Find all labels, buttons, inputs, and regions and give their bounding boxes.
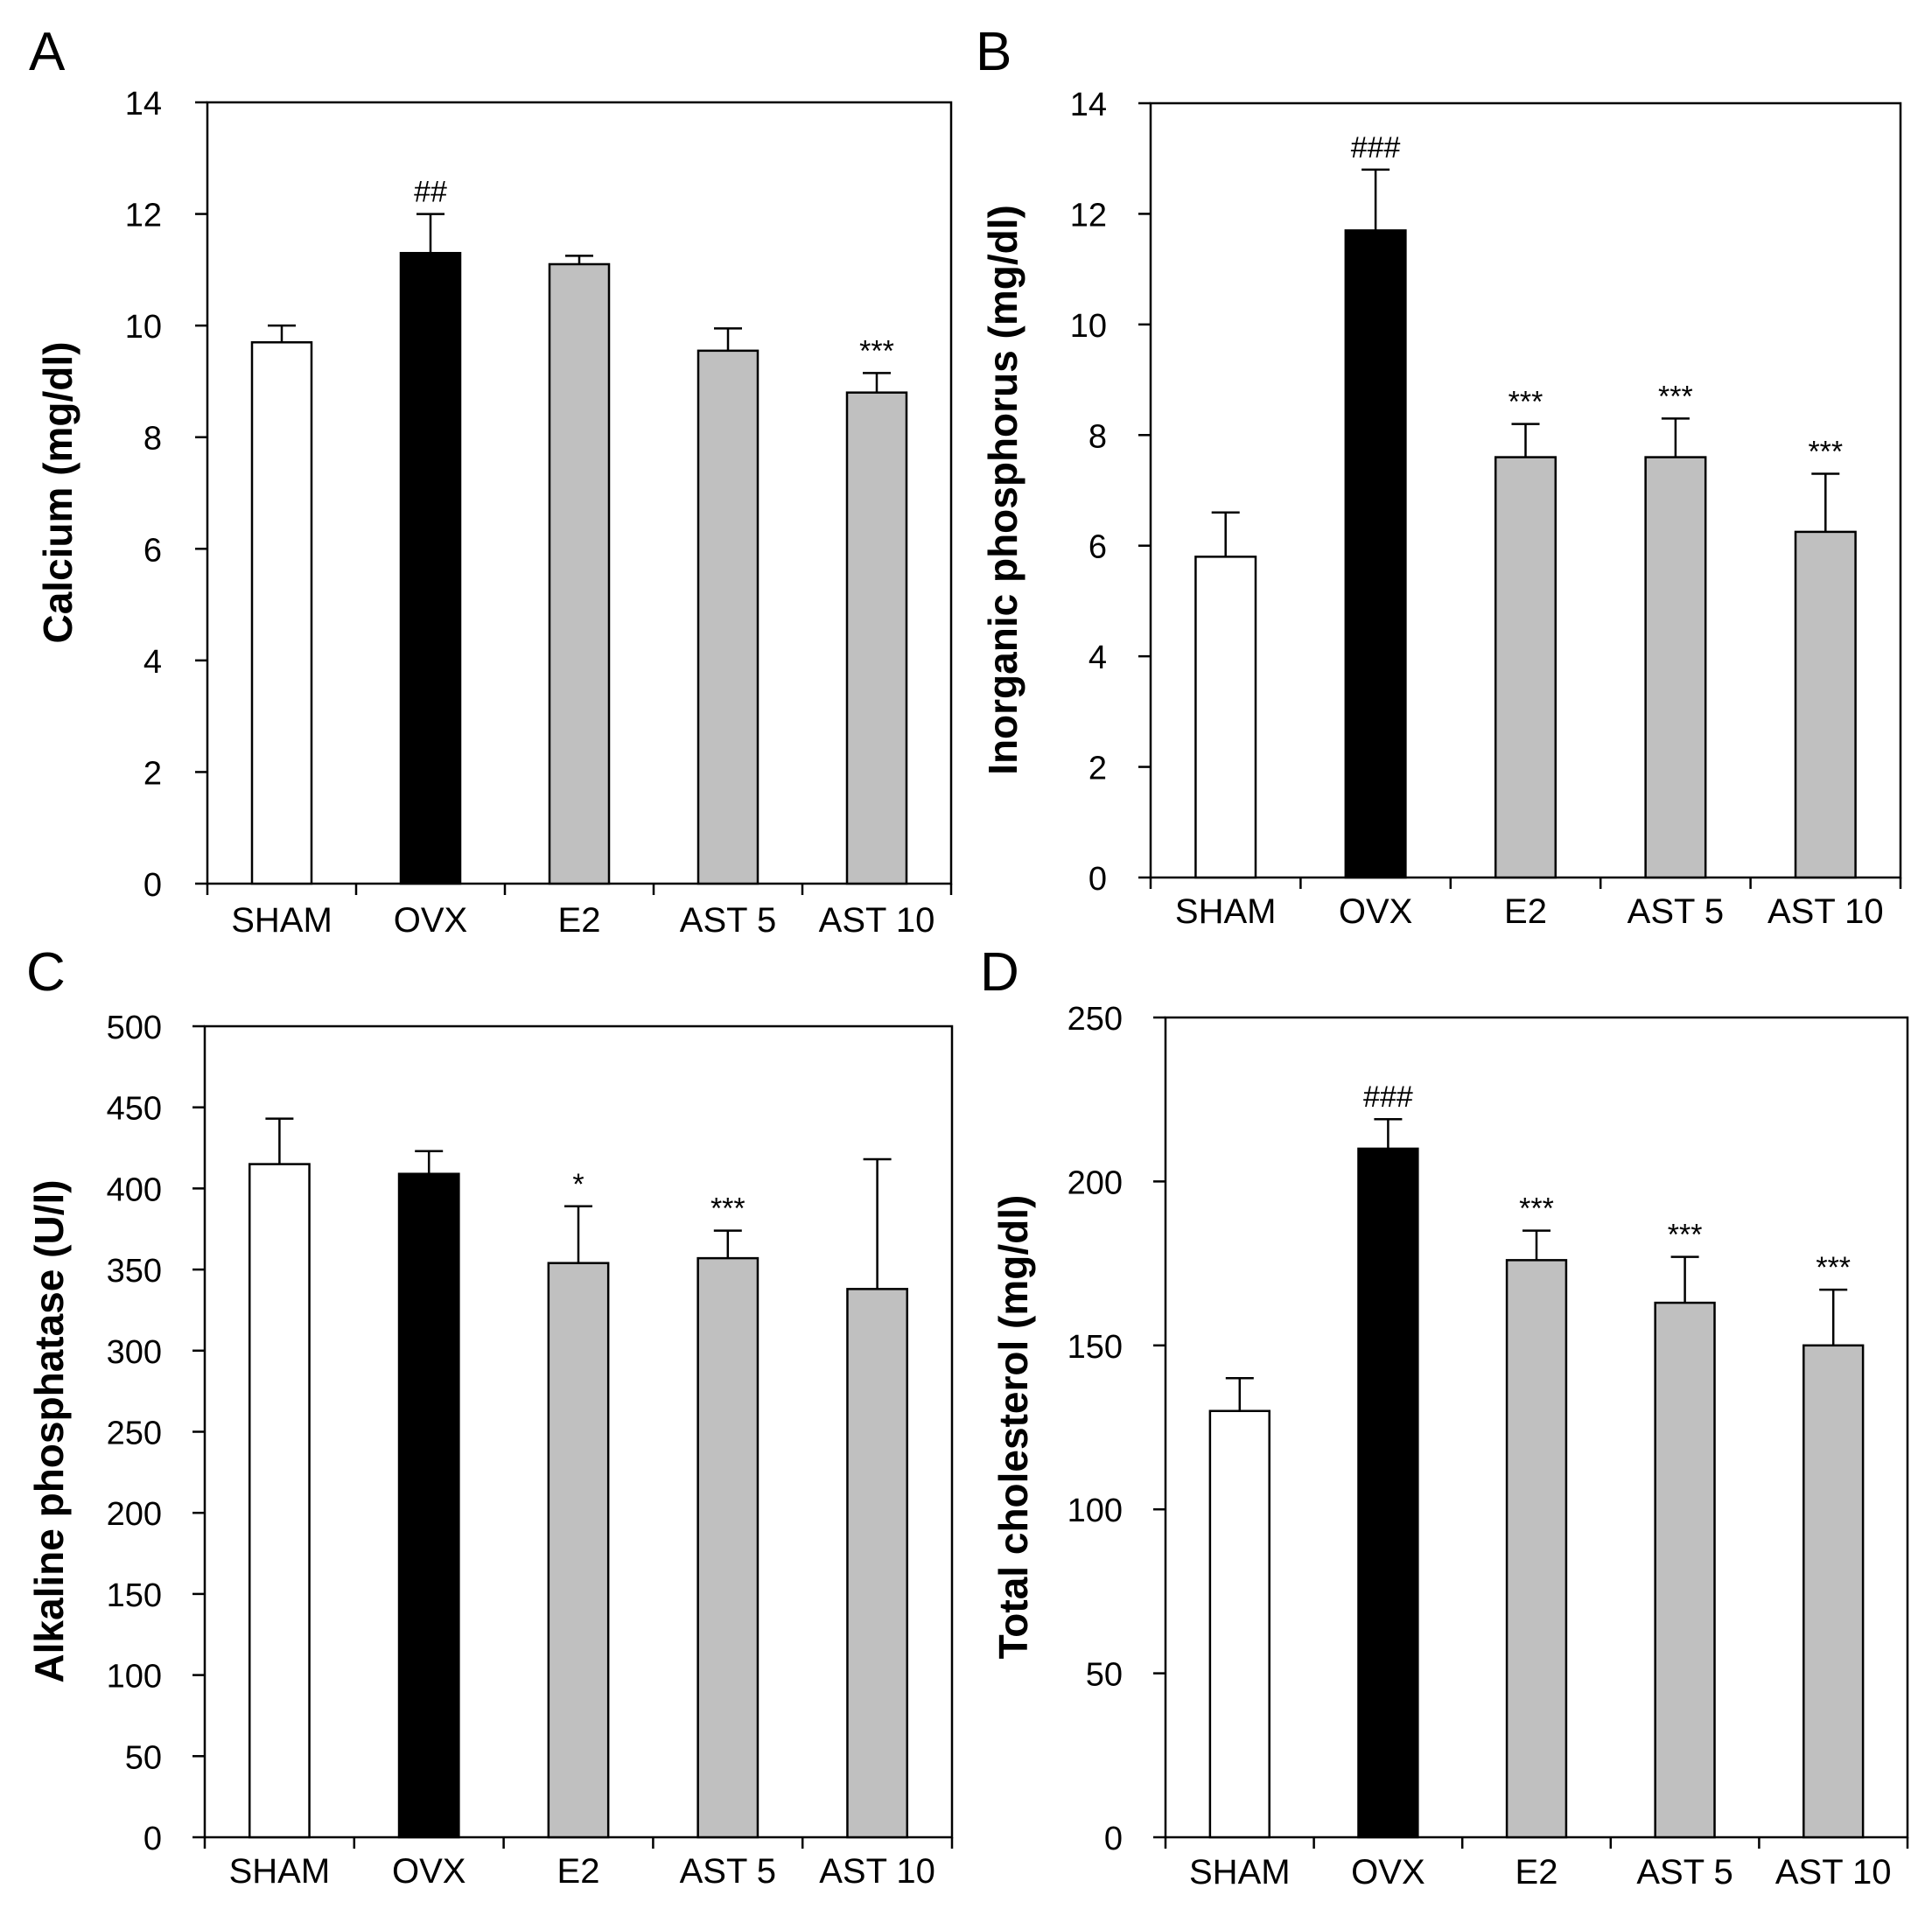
bar-e2 <box>1505 1259 1568 1839</box>
panel-d: D 0 50 100 150 200 250 Total cholesterol (mg/dl… <box>980 942 1909 1892</box>
panel-b: B 0 2 4 6 8 10 12 14 Inorganic phosphorus (mg/dl)… <box>976 22 1902 931</box>
y-tick-label: 8 <box>1088 418 1107 455</box>
significance-marker: *** <box>1658 380 1693 413</box>
y-axis-label: Calcium (mg/dl) <box>35 341 80 643</box>
y-tick-label: 50 <box>125 1739 162 1776</box>
bar-ast-10 <box>1794 530 1857 879</box>
panel-label: D <box>980 942 1019 1003</box>
y-axis-label: Inorganic phosphorus (mg/dl) <box>980 205 1026 775</box>
panel-c: C 0 50 100 150 200 250 300 350 400 450 500 Alkaline … <box>26 942 954 1891</box>
y-tick-label: 12 <box>1070 197 1107 234</box>
y-tick-label: 250 <box>107 1416 162 1452</box>
x-tick-label: AST 10 <box>1775 1853 1892 1892</box>
x-tick-label: AST 5 <box>680 901 776 940</box>
bar-sham <box>250 341 313 885</box>
x-tick-label: AST 5 <box>680 1852 776 1891</box>
bar-e2 <box>548 262 611 885</box>
significance-marker: * <box>572 1168 584 1201</box>
x-tick-label: E2 <box>1516 1853 1558 1892</box>
bar-ovx <box>1357 1147 1419 1839</box>
significance-marker: ### <box>1351 131 1401 164</box>
y-tick-label: 0 <box>1104 1821 1123 1857</box>
significance-marker: *** <box>1519 1192 1554 1226</box>
x-tick-label: SHAM <box>1175 892 1277 931</box>
y-axis-label: Alkaline phosphatase (U/l) <box>26 1179 72 1682</box>
y-tick-label: 6 <box>144 532 162 569</box>
bar-ast-10 <box>846 1288 909 1839</box>
y-tick-label: 4 <box>1088 640 1107 676</box>
y-tick-label: 100 <box>1068 1493 1123 1529</box>
y-tick-label: 10 <box>1070 308 1107 345</box>
y-tick-label: 200 <box>107 1496 162 1533</box>
y-tick-label: 4 <box>144 644 162 681</box>
x-tick-label: OVX <box>392 1852 466 1891</box>
y-tick-label: 250 <box>1068 1001 1123 1038</box>
y-axis-label: Total cholesterol (mg/dl) <box>990 1195 1036 1660</box>
bar-e2 <box>1494 456 1558 879</box>
y-tick-label: 0 <box>1088 861 1107 898</box>
y-tick-label: 6 <box>1088 529 1107 566</box>
x-tick-label: E2 <box>558 901 601 940</box>
significance-marker: ### <box>1363 1080 1413 1114</box>
x-tick-label: OVX <box>1351 1853 1424 1892</box>
x-tick-label: AST 5 <box>1636 1853 1732 1892</box>
x-tick-label: E2 <box>557 1852 600 1891</box>
y-tick-label: 14 <box>1070 87 1107 123</box>
x-tick-label: AST 10 <box>819 901 935 940</box>
significance-marker: ## <box>414 176 447 209</box>
panel-label: A <box>29 22 66 82</box>
bar-sham <box>248 1163 311 1839</box>
bar-sham <box>1208 1409 1270 1839</box>
y-tick-label: 450 <box>107 1091 162 1128</box>
x-tick-label: AST 10 <box>1768 892 1884 931</box>
x-tick-label: OVX <box>394 901 467 940</box>
significance-marker: *** <box>710 1192 746 1226</box>
panel-a: A 0 2 4 6 8 10 12 14 Calcium (mg/dl) SHAM ## OVX E2 AS… <box>29 22 953 940</box>
x-tick-label: AST 10 <box>819 1852 935 1891</box>
significance-marker: *** <box>1668 1219 1703 1252</box>
y-tick-label: 50 <box>1086 1657 1123 1694</box>
y-tick-label: 2 <box>1088 751 1107 787</box>
y-tick-label: 0 <box>144 1821 162 1857</box>
y-tick-label: 14 <box>125 86 162 122</box>
bar-e2 <box>547 1262 610 1839</box>
y-tick-label: 0 <box>144 867 162 904</box>
y-tick-label: 300 <box>107 1334 162 1371</box>
x-tick-label: SHAM <box>229 1852 331 1891</box>
bar-ast-5 <box>696 349 760 885</box>
bar-ovx <box>399 251 462 885</box>
significance-marker: *** <box>1808 436 1843 469</box>
y-tick-label: 8 <box>144 421 162 458</box>
x-tick-label: OVX <box>1339 892 1412 931</box>
significance-marker: *** <box>1508 386 1544 419</box>
bar-ovx <box>397 1172 460 1839</box>
bar-ast-10 <box>845 391 908 885</box>
y-tick-label: 500 <box>107 1010 162 1046</box>
significance-marker: *** <box>1816 1251 1851 1284</box>
y-tick-label: 200 <box>1068 1164 1123 1201</box>
y-tick-label: 10 <box>125 309 162 346</box>
bar-ovx <box>1344 229 1407 879</box>
y-tick-label: 2 <box>144 755 162 792</box>
y-tick-label: 12 <box>125 198 162 234</box>
bar-sham <box>1194 556 1257 879</box>
bar-ast-5 <box>696 1256 760 1839</box>
bar-ast-5 <box>1654 1301 1716 1839</box>
y-tick-label: 150 <box>107 1577 162 1614</box>
x-tick-label: SHAM <box>1189 1853 1291 1892</box>
significance-marker: *** <box>859 334 894 367</box>
x-tick-label: AST 5 <box>1628 892 1724 931</box>
y-tick-label: 100 <box>107 1659 162 1696</box>
x-tick-label: E2 <box>1504 892 1547 931</box>
bar-ast-5 <box>1644 456 1707 879</box>
x-tick-label: SHAM <box>231 901 332 940</box>
y-tick-label: 350 <box>107 1253 162 1290</box>
y-tick-label: 400 <box>107 1171 162 1208</box>
panel-label: B <box>976 22 1012 82</box>
panel-label: C <box>26 942 66 1003</box>
bar-ast-10 <box>1802 1344 1865 1839</box>
y-tick-label: 150 <box>1068 1329 1123 1366</box>
